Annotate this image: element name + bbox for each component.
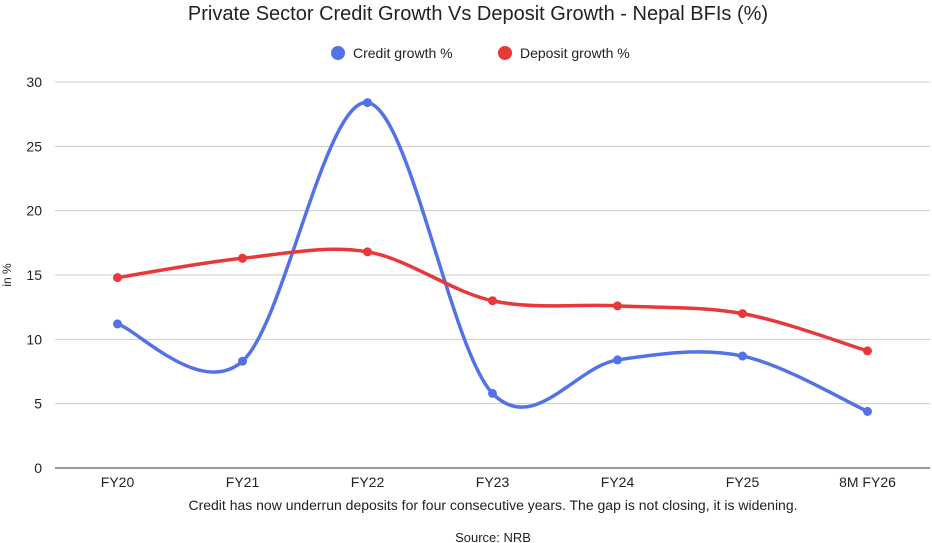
data-point xyxy=(488,388,497,398)
data-point xyxy=(363,98,372,108)
data-point xyxy=(613,301,622,311)
data-point xyxy=(113,319,122,329)
data-point xyxy=(613,355,622,365)
data-point xyxy=(238,253,247,263)
x-tick-label: FY20 xyxy=(101,474,135,490)
legend-label: Credit growth % xyxy=(353,45,453,61)
series-group xyxy=(113,98,872,416)
grid: 0 5 10 15 20 25 30 FY20 FY21 FY22 FY23 FY24 FY25 8M F… xyxy=(26,74,930,490)
series-line xyxy=(116,100,869,413)
legend: Credit growth % Deposit growth % xyxy=(331,45,630,61)
x-tick-label: 8M FY26 xyxy=(839,474,896,490)
x-tick-label: FY25 xyxy=(726,474,760,490)
source-note: Source: NRB xyxy=(455,530,531,543)
y-tick-label: 5 xyxy=(34,396,42,412)
data-point xyxy=(488,296,497,306)
data-point xyxy=(738,309,747,319)
data-point xyxy=(863,346,872,356)
data-point xyxy=(113,273,122,283)
y-tick-label: 10 xyxy=(26,331,42,347)
x-tick-label: FY22 xyxy=(351,474,385,490)
legend-marker xyxy=(331,46,345,60)
chart-title: Private Sector Credit Growth Vs Deposit … xyxy=(188,3,768,25)
y-axis-label: in % xyxy=(0,263,14,287)
x-tick-label: FY21 xyxy=(226,474,260,490)
data-point xyxy=(738,351,747,361)
y-tick-label: 25 xyxy=(26,138,42,154)
y-tick-label: 15 xyxy=(26,267,42,283)
legend-marker xyxy=(498,46,512,60)
x-tick-label: FY23 xyxy=(476,474,510,490)
y-tick-label: 20 xyxy=(26,203,42,219)
data-point xyxy=(238,356,247,366)
y-tick-label: 0 xyxy=(34,460,42,476)
x-tick-label: FY24 xyxy=(601,474,635,490)
legend-label: Deposit growth % xyxy=(520,45,630,61)
data-point xyxy=(863,406,872,416)
x-axis-label: Credit has now underrun deposits for fou… xyxy=(188,497,797,513)
y-tick-label: 30 xyxy=(26,74,42,90)
data-point xyxy=(363,247,372,257)
